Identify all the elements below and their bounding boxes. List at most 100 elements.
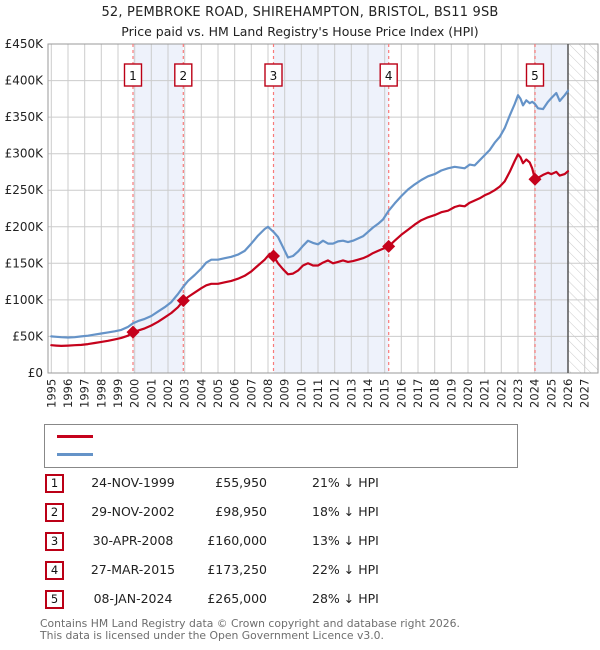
x-axis-label: 2025 bbox=[544, 379, 558, 408]
sale-number-badge: 2 bbox=[45, 503, 64, 522]
sale-date: 30-APR-2008 bbox=[92, 533, 174, 548]
sale-number-badge: 1 bbox=[45, 474, 64, 493]
page-title: 52, PEMBROKE ROAD, SHIREHAMPTON, BRISTOL… bbox=[101, 5, 499, 20]
price-chart-area: 1 2 3 4 5 £0 £50K £100K £150K £200K £250K £300K… bbox=[5, 37, 599, 408]
sale-date: 08-JAN-2024 bbox=[93, 591, 173, 606]
chart-legend bbox=[44, 424, 518, 468]
sale-price: £265,000 bbox=[207, 591, 267, 606]
x-axis-label: 2010 bbox=[294, 379, 308, 408]
svg-text:3: 3 bbox=[270, 69, 278, 83]
x-axis-label: 1999 bbox=[111, 379, 125, 408]
x-axis-label: 2001 bbox=[144, 379, 158, 408]
x-axis-label: 2006 bbox=[228, 379, 242, 408]
sale-vs-hpi: 28% ↓ HPI bbox=[312, 591, 379, 606]
sale-number-badge: 3 bbox=[45, 532, 64, 551]
x-axis-label: 1997 bbox=[78, 379, 92, 408]
y-axis-label: £300K bbox=[5, 147, 45, 161]
sale-price: £55,950 bbox=[215, 475, 267, 490]
sale-table-row: 5 08-JAN-2024 £265,000 28% ↓ HPI bbox=[0, 590, 600, 612]
x-axis-label: 2003 bbox=[178, 379, 192, 408]
y-axis-label: £400K bbox=[5, 74, 45, 88]
y-axis-label: £100K bbox=[5, 293, 45, 307]
sale-price: £173,250 bbox=[207, 562, 267, 577]
y-axis-label: £150K bbox=[5, 256, 45, 270]
x-axis-label: 2021 bbox=[478, 379, 492, 408]
x-axis-label: 2023 bbox=[511, 379, 525, 408]
y-axis-label: £450K bbox=[5, 37, 45, 51]
x-axis-label: 2019 bbox=[444, 379, 458, 408]
x-axis-label: 2017 bbox=[411, 379, 425, 408]
x-axis-label: 1995 bbox=[44, 379, 58, 408]
x-axis-label: 2024 bbox=[528, 379, 542, 408]
sale-vs-hpi: 18% ↓ HPI bbox=[312, 504, 379, 519]
x-axis-label: 2015 bbox=[378, 379, 392, 408]
sale-price: £160,000 bbox=[207, 533, 267, 548]
sale-price: £98,950 bbox=[215, 504, 267, 519]
ownership-band bbox=[133, 44, 184, 373]
svg-text:5: 5 bbox=[531, 69, 539, 83]
x-axis-label: 1996 bbox=[61, 379, 75, 408]
property-price-line bbox=[50, 153, 570, 347]
x-axis-label: 2012 bbox=[328, 379, 342, 408]
x-axis-label: 2002 bbox=[161, 379, 175, 408]
sale-date: 27-MAR-2015 bbox=[90, 562, 176, 577]
y-axis-label: £0 bbox=[28, 366, 43, 380]
x-axis-label: 2027 bbox=[578, 379, 592, 408]
sale-number-badge: 4 bbox=[45, 561, 64, 580]
hpi-line bbox=[50, 89, 570, 339]
ownership-band bbox=[273, 44, 389, 373]
svg-text:1: 1 bbox=[129, 69, 137, 83]
sale-table-row: 3 30-APR-2008 £160,000 13% ↓ HPI bbox=[0, 532, 600, 554]
y-axis-label: £50K bbox=[12, 329, 44, 343]
sale-marker-flag[interactable]: 1 bbox=[123, 63, 143, 87]
x-axis-label: 2009 bbox=[278, 379, 292, 408]
sale-marker-diamond[interactable] bbox=[176, 294, 190, 308]
price-chart: 1 2 3 4 5 £0 £50K £100K £150K £200K £250K £300K… bbox=[5, 37, 599, 408]
y-axis-label: £250K bbox=[5, 183, 45, 197]
x-axis-label: 2007 bbox=[244, 379, 258, 408]
footer-line-2: This data is licensed under the Open Gov… bbox=[40, 628, 384, 642]
sale-marker-flag[interactable]: 3 bbox=[264, 63, 283, 87]
x-axis-label: 2004 bbox=[194, 379, 208, 408]
x-axis-label: 2014 bbox=[361, 379, 375, 408]
x-axis-label: 2018 bbox=[428, 379, 442, 408]
license-footer: Contains HM Land Registry data © Crown c… bbox=[40, 618, 600, 641]
x-axis-label: 2008 bbox=[261, 379, 275, 408]
y-axis-label: £200K bbox=[5, 220, 45, 234]
svg-text:2: 2 bbox=[179, 69, 187, 83]
x-axis-label: 2005 bbox=[211, 379, 225, 408]
sale-table-row: 2 29-NOV-2002 £98,950 18% ↓ HPI bbox=[0, 503, 600, 525]
legend-line-swatch bbox=[57, 452, 93, 456]
sale-marker-flag[interactable]: 4 bbox=[379, 63, 398, 87]
x-axis-label: 2011 bbox=[311, 379, 325, 408]
sale-table-row: 1 24-NOV-1999 £55,950 21% ↓ HPI bbox=[0, 474, 600, 496]
x-axis-label: 2020 bbox=[461, 379, 475, 408]
y-axis-label: £350K bbox=[5, 110, 45, 124]
sale-marker-diamond[interactable] bbox=[126, 325, 140, 339]
footer-line-1: Contains HM Land Registry data © Crown c… bbox=[40, 617, 460, 630]
sale-marker-diamond[interactable] bbox=[382, 239, 396, 253]
x-axis-label: 2000 bbox=[128, 379, 142, 408]
sale-vs-hpi: 22% ↓ HPI bbox=[312, 562, 379, 577]
sale-marker-flag[interactable]: 5 bbox=[525, 63, 545, 87]
x-axis-label: 2022 bbox=[494, 379, 508, 408]
page-subtitle: Price paid vs. HM Land Registry's House … bbox=[121, 24, 479, 39]
svg-text:4: 4 bbox=[385, 69, 393, 83]
legend-item bbox=[45, 445, 517, 463]
x-axis-label: 1998 bbox=[94, 379, 108, 408]
sale-number-badge: 5 bbox=[45, 590, 64, 609]
sale-vs-hpi: 21% ↓ HPI bbox=[312, 475, 379, 490]
x-axis-label: 2016 bbox=[394, 379, 408, 408]
legend-line-swatch bbox=[57, 434, 93, 438]
sale-marker-flag[interactable]: 2 bbox=[174, 63, 193, 87]
chart-header: 52, PEMBROKE ROAD, SHIREHAMPTON, BRISTOL… bbox=[0, 5, 600, 39]
x-axis-label: 2013 bbox=[344, 379, 358, 408]
sale-table-row: 4 27-MAR-2015 £173,250 22% ↓ HPI bbox=[0, 561, 600, 583]
sale-vs-hpi: 13% ↓ HPI bbox=[312, 533, 379, 548]
sale-marker-diamond[interactable] bbox=[267, 249, 280, 263]
sale-date: 29-NOV-2002 bbox=[91, 504, 175, 519]
legend-item bbox=[45, 427, 517, 445]
x-axis-label: 2026 bbox=[561, 379, 575, 408]
sale-marker-diamond[interactable] bbox=[528, 172, 542, 186]
